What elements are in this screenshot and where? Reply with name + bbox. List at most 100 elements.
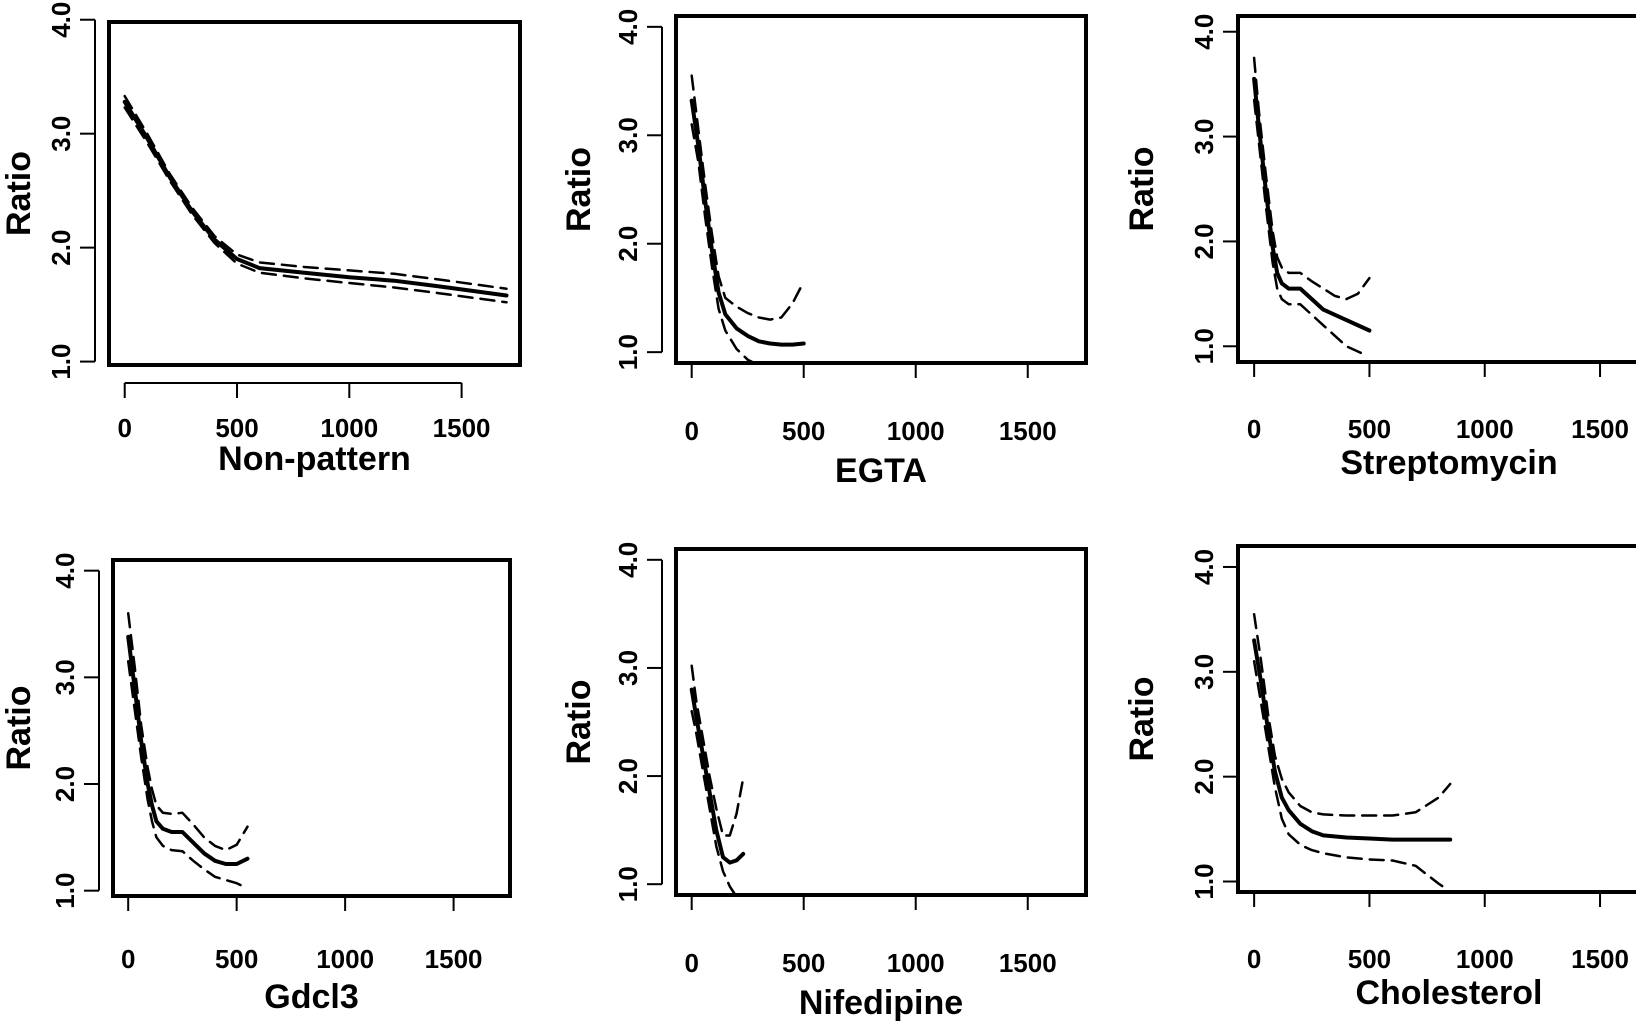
panel-cholesterol: 0 500 1000 1500 1.0 2.0 3.0 4.0 Cholesterol Ratio — [1123, 544, 1636, 1012]
y-axis-label: Ratio — [0, 151, 38, 236]
y-tick-label: 1.0 — [50, 873, 80, 909]
plot-frame — [674, 547, 1088, 897]
x-tick-label: 0 — [1247, 414, 1261, 444]
y-tick-label: 2.0 — [613, 226, 643, 262]
x-tick-label: 500 — [1348, 944, 1391, 974]
y-axis-label: Ratio — [1123, 147, 1161, 232]
y-axis-label: Ratio — [560, 680, 598, 765]
y-tick-label: 2.0 — [46, 230, 76, 266]
y-tick-label: 4.0 — [613, 542, 643, 578]
y-tick-label: 2.0 — [1189, 223, 1219, 259]
fit-line — [1252, 76, 1372, 333]
x-tick-label: 0 — [121, 944, 135, 974]
y-tick-label: 4.0 — [50, 553, 80, 589]
x-tick-label: 0 — [117, 413, 131, 443]
confidence-band-line — [1252, 660, 1450, 892]
x-tick-label: 1500 — [999, 416, 1057, 446]
x-axis: 0 500 1000 1500 — [1247, 891, 1629, 974]
panel-non-pattern: 0 500 1000 1500 1.0 2.0 3.0 4.0 Non-pattern Ratio — [0, 2, 522, 478]
x-tick-label: 1500 — [1571, 414, 1629, 444]
x-tick-label: 1500 — [1571, 944, 1629, 974]
x-tick-label: 1000 — [320, 413, 378, 443]
y-tick-label: 2.0 — [613, 758, 643, 794]
y-tick-label: 1.0 — [1189, 863, 1219, 899]
x-tick-label: 1500 — [999, 948, 1057, 978]
confidence-band-line — [126, 612, 249, 852]
y-axis: 1.0 2.0 3.0 4.0 — [46, 2, 96, 380]
y-tick-label: 3.0 — [1189, 118, 1219, 154]
x-tick-label: 1000 — [887, 416, 945, 446]
series-group — [122, 94, 509, 304]
fit-line — [122, 99, 509, 298]
x-tick-label: 500 — [215, 413, 258, 443]
confidence-band-line — [1252, 56, 1371, 301]
x-axis: 0 500 1000 1500 — [684, 362, 1057, 446]
panel-streptomycin: 0 500 1000 1500 1.0 2.0 3.0 4.0 Streptomycin Rati… — [1123, 14, 1636, 482]
confidence-band-line — [690, 74, 805, 321]
x-axis: 0 500 1000 1500 — [684, 894, 1057, 978]
x-tick-label: 0 — [684, 948, 698, 978]
panel-egta: 0 500 1000 1500 1.0 2.0 3.0 4.0 EGTA Ratio — [560, 9, 1088, 490]
y-tick-label: 3.0 — [50, 659, 80, 695]
x-tick-label: 500 — [1348, 414, 1391, 444]
x-axis-label: Gdcl3 — [264, 978, 358, 1016]
y-tick-label: 3.0 — [613, 650, 643, 686]
confidence-band-line — [690, 664, 745, 837]
x-axis-label: Streptomycin — [1340, 444, 1557, 482]
series-group — [1252, 612, 1453, 892]
x-tick-label: 1000 — [1456, 944, 1514, 974]
y-axis: 1.0 2.0 3.0 4.0 — [613, 9, 663, 370]
fit-line — [126, 634, 250, 866]
y-axis: 1.0 2.0 3.0 4.0 — [1189, 549, 1239, 900]
confidence-band-line — [690, 709, 737, 895]
x-tick-label: 0 — [684, 416, 698, 446]
plot-frame — [111, 558, 512, 898]
y-tick-label: 3.0 — [613, 117, 643, 153]
y-tick-label: 3.0 — [1189, 654, 1219, 690]
y-tick-label: 4.0 — [1189, 14, 1219, 50]
x-axis-label: Non-pattern — [218, 440, 411, 478]
x-tick-label: 1500 — [433, 413, 491, 443]
confidence-band-line — [123, 106, 508, 304]
fit-line — [689, 98, 806, 347]
y-tick-label: 1.0 — [1189, 328, 1219, 364]
x-tick-label: 500 — [215, 944, 258, 974]
y-axis: 1.0 2.0 3.0 4.0 — [1189, 14, 1239, 364]
y-tick-label: 4.0 — [1189, 549, 1219, 585]
x-axis: 0 500 1000 1500 — [117, 382, 491, 443]
x-axis-label: Cholesterol — [1355, 974, 1542, 1012]
plot-frame — [1236, 14, 1636, 364]
plot-frame — [674, 14, 1088, 365]
series-group — [689, 74, 806, 363]
y-tick-label: 4.0 — [46, 2, 76, 38]
y-axis-label: Ratio — [560, 147, 598, 232]
x-axis-label: EGTA — [835, 452, 927, 490]
panel-gdcl3: 0 500 1000 1500 1.0 2.0 3.0 4.0 Gdcl3 Ratio — [0, 553, 512, 1016]
x-axis-label: Nifedipine — [799, 984, 963, 1021]
x-tick-label: 1000 — [316, 944, 374, 974]
x-tick-label: 1500 — [425, 944, 483, 974]
fit-line — [1252, 638, 1453, 842]
x-tick-label: 500 — [782, 948, 825, 978]
confidence-band-line — [1252, 612, 1452, 817]
confidence-band-line — [690, 123, 756, 363]
series-group — [1252, 56, 1372, 355]
y-tick-label: 1.0 — [46, 344, 76, 380]
y-axis-label: Ratio — [0, 686, 38, 771]
x-tick-label: 1000 — [1456, 414, 1514, 444]
x-axis: 0 500 1000 1500 — [121, 895, 483, 974]
series-group — [126, 612, 250, 890]
y-tick-label: 3.0 — [46, 116, 76, 152]
y-tick-label: 2.0 — [1189, 759, 1219, 795]
y-axis: 1.0 2.0 3.0 4.0 — [50, 553, 100, 909]
x-tick-label: 0 — [1247, 944, 1261, 974]
x-axis: 0 500 1000 1500 — [1247, 361, 1629, 444]
series-group — [689, 664, 746, 895]
panel-nifedipine: 0 500 1000 1500 1.0 2.0 3.0 4.0 Nifedipine Ratio — [560, 542, 1088, 1021]
y-tick-label: 1.0 — [613, 866, 643, 902]
y-tick-label: 2.0 — [50, 766, 80, 802]
confidence-band-line — [126, 660, 249, 890]
confidence-band-line — [123, 94, 508, 290]
fit-line — [689, 687, 746, 865]
